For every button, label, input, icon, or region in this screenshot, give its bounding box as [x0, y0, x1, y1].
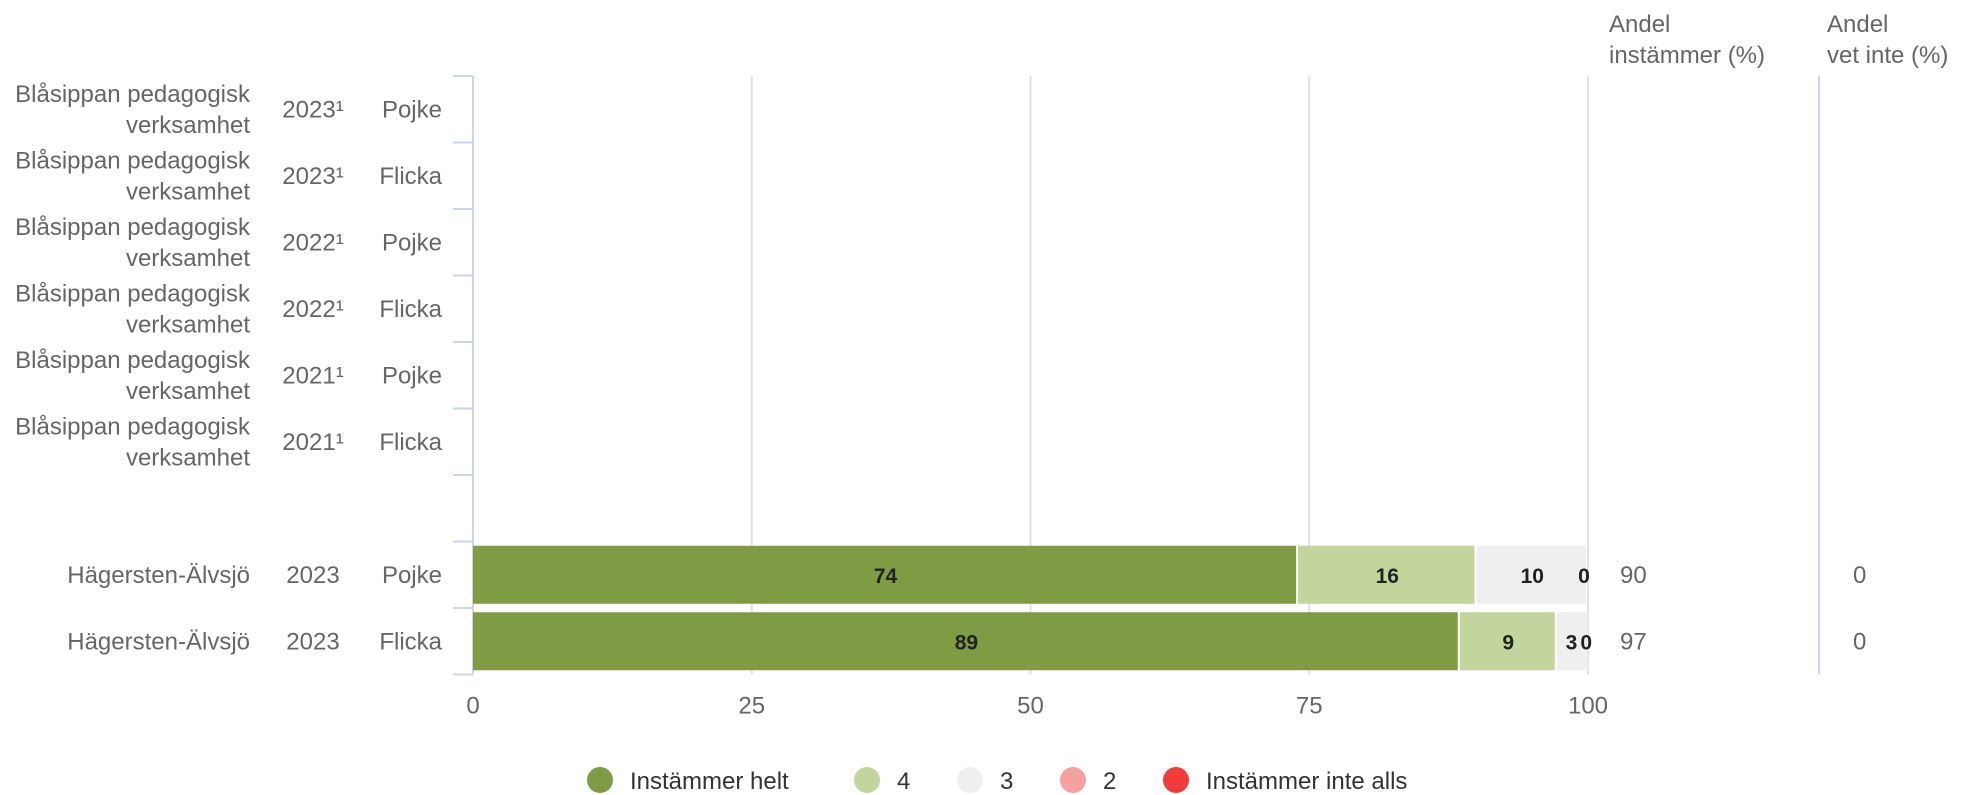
row-gender-label: Flicka	[379, 296, 442, 323]
row-gender-label: Flicka	[379, 429, 442, 456]
bar-value-label: 89	[955, 631, 978, 654]
legend-item[interactable]: 3	[957, 767, 1013, 795]
header-andel-instammer: Andel	[1609, 11, 1670, 38]
legend-item[interactable]: 2	[1060, 767, 1116, 795]
legend-marker	[1060, 767, 1086, 793]
legend-label: 4	[897, 768, 910, 795]
row-year-label: 2023¹	[282, 163, 343, 190]
row-name-label: Blåsippan pedagogisk	[15, 147, 251, 174]
legend-item[interactable]: Instämmer inte alls	[1163, 767, 1407, 795]
bar-segment[interactable]	[1298, 545, 1475, 604]
row-year-label: 2023	[286, 628, 339, 655]
x-tick-labels: 0 25 50 75 100	[466, 693, 1608, 720]
row-year-label: 2023¹	[282, 96, 343, 123]
row-name-label: verksamhet	[126, 444, 250, 471]
row-name-label: verksamhet	[126, 178, 250, 205]
header-andel-instammer: instämmer (%)	[1609, 42, 1765, 69]
row-name-label: Hägersten-Älvsjö	[67, 628, 250, 655]
bar-segment[interactable]	[1476, 545, 1587, 604]
legend-item[interactable]: 4	[854, 767, 910, 795]
row-name-label: Blåsippan pedagogisk	[15, 413, 251, 440]
legend-marker	[957, 767, 983, 793]
x-tick-label: 50	[1017, 693, 1044, 720]
row-gender-label: Flicka	[379, 628, 442, 655]
row-gender-label: Pojke	[382, 362, 442, 389]
row-name-label: Hägersten-Älvsjö	[67, 562, 250, 589]
row-name-label: Blåsippan pedagogisk	[15, 280, 251, 307]
bar-value-label: 10	[1521, 565, 1544, 588]
row-name-label: verksamhet	[126, 378, 250, 405]
right-columns: 90 0 97 0	[1620, 562, 1866, 656]
row-gender-label: Pojke	[382, 562, 442, 589]
bars: 74 16 10 089 9 3 0	[473, 545, 1592, 671]
bar-value-label: 74	[874, 565, 898, 588]
bar-value-label: 16	[1376, 565, 1399, 588]
bar-value-label: 0	[1578, 565, 1590, 588]
legend-item[interactable]: Instämmer helt	[587, 767, 789, 795]
bar-segment[interactable]	[1459, 612, 1555, 671]
row-year-label: 2021¹	[282, 362, 343, 389]
legend-marker	[854, 767, 880, 793]
row-year-label: 2023	[286, 562, 339, 589]
bar-segment[interactable]	[473, 545, 1297, 604]
x-tick-label: 0	[466, 693, 479, 720]
x-tick-label: 75	[1296, 693, 1323, 720]
andel-instammer-value: 90	[1620, 562, 1647, 589]
legend-label: 3	[1000, 768, 1013, 795]
row-year-label: 2021¹	[282, 429, 343, 456]
row-name-label: verksamhet	[126, 311, 250, 338]
column-headers: Andel instämmer (%) Andel vet inte (%)	[1609, 11, 1948, 69]
andel-instammer-value: 97	[1620, 628, 1647, 655]
legend-marker	[1163, 767, 1189, 793]
row-name-label: Blåsippan pedagogisk	[15, 81, 251, 108]
row-gender-label: Pojke	[382, 229, 442, 256]
x-tick-label: 25	[738, 693, 765, 720]
legend-label: Instämmer helt	[630, 768, 789, 795]
legend-label: Instämmer inte alls	[1206, 768, 1407, 795]
header-andel-vet-inte: vet inte (%)	[1827, 42, 1948, 69]
andel-vet-inte-value: 0	[1853, 628, 1866, 655]
row-name-label: Blåsippan pedagogisk	[15, 214, 251, 241]
row-name-label: verksamhet	[126, 112, 250, 139]
bar-segment[interactable]	[1556, 612, 1589, 671]
header-andel-vet-inte: Andel	[1827, 11, 1888, 38]
legend[interactable]: Instämmer helt 4 3 2 Instämmer inte alls	[587, 767, 1407, 795]
row-name-label: Blåsippan pedagogisk	[15, 347, 251, 374]
row-labels: Blåsippan pedagogisk verksamhet 2023¹ Pojke…	[15, 81, 442, 656]
bar-value-label: 3	[1566, 631, 1578, 654]
row-year-label: 2022¹	[282, 229, 343, 256]
andel-vet-inte-value: 0	[1853, 562, 1866, 589]
row-gender-label: Pojke	[382, 96, 442, 123]
x-tick-label: 100	[1568, 693, 1608, 720]
bar-segment[interactable]	[473, 612, 1458, 671]
row-year-label: 2022¹	[282, 296, 343, 323]
bar-value-label: 9	[1502, 631, 1514, 654]
legend-marker	[587, 767, 613, 793]
legend-label: 2	[1103, 768, 1116, 795]
row-gender-label: Flicka	[379, 163, 442, 190]
row-name-label: verksamhet	[126, 245, 250, 272]
bar-value-label: 0	[1580, 631, 1592, 654]
